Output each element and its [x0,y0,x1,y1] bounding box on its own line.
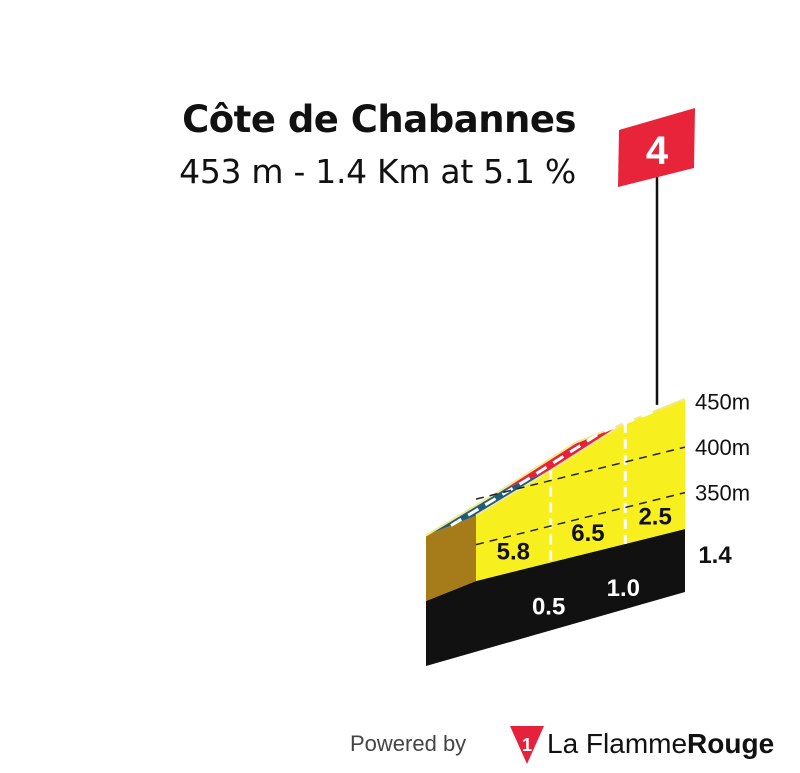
gradient-label-1: 5.8 [497,539,530,566]
category-flag [618,108,695,187]
distance-base-band [426,529,685,666]
profile-side-face [426,515,476,601]
elevation-gridline-400 [475,446,686,500]
climb-summary: 453 m - 1.4 Km at 5.1 % [179,152,576,191]
elevation-profile-chart: 350m 400m 450m 5.8 6.5 2.5 0.5 1.0 1.4 4 [425,108,750,666]
brand-name: La FlammeRouge [547,728,774,760]
logo-numeral: 1 [522,735,532,755]
powered-by-label: Powered by [350,731,467,756]
profile-centre-dashed-line [450,407,661,527]
distance-label-0.5: 0.5 [532,593,565,620]
distance-label-1.0: 1.0 [607,575,640,602]
elevation-tick-label-450: 450m [695,390,750,415]
distance-label-1.4: 1.4 [698,542,732,569]
gradient-label-3: 2.5 [638,503,671,530]
profile-front-face [476,398,685,581]
category-flag-number: 4 [646,129,669,173]
brand-part-2: Rouge [687,728,775,759]
climb-title: Côte de Chabannes [182,98,576,141]
gradient-label-2: 6.5 [571,520,604,547]
elevation-gridline-350 [475,491,686,546]
elevation-tick-label-400: 400m [695,435,750,460]
profile-front-edge [475,397,686,517]
elevation-tick-label-350: 350m [695,481,750,506]
footer: Powered by 1 La FlammeRouge [350,722,790,766]
brand-part-1: La Flamme [547,728,688,759]
flamme-rouge-logo-icon: 1 [510,726,544,764]
